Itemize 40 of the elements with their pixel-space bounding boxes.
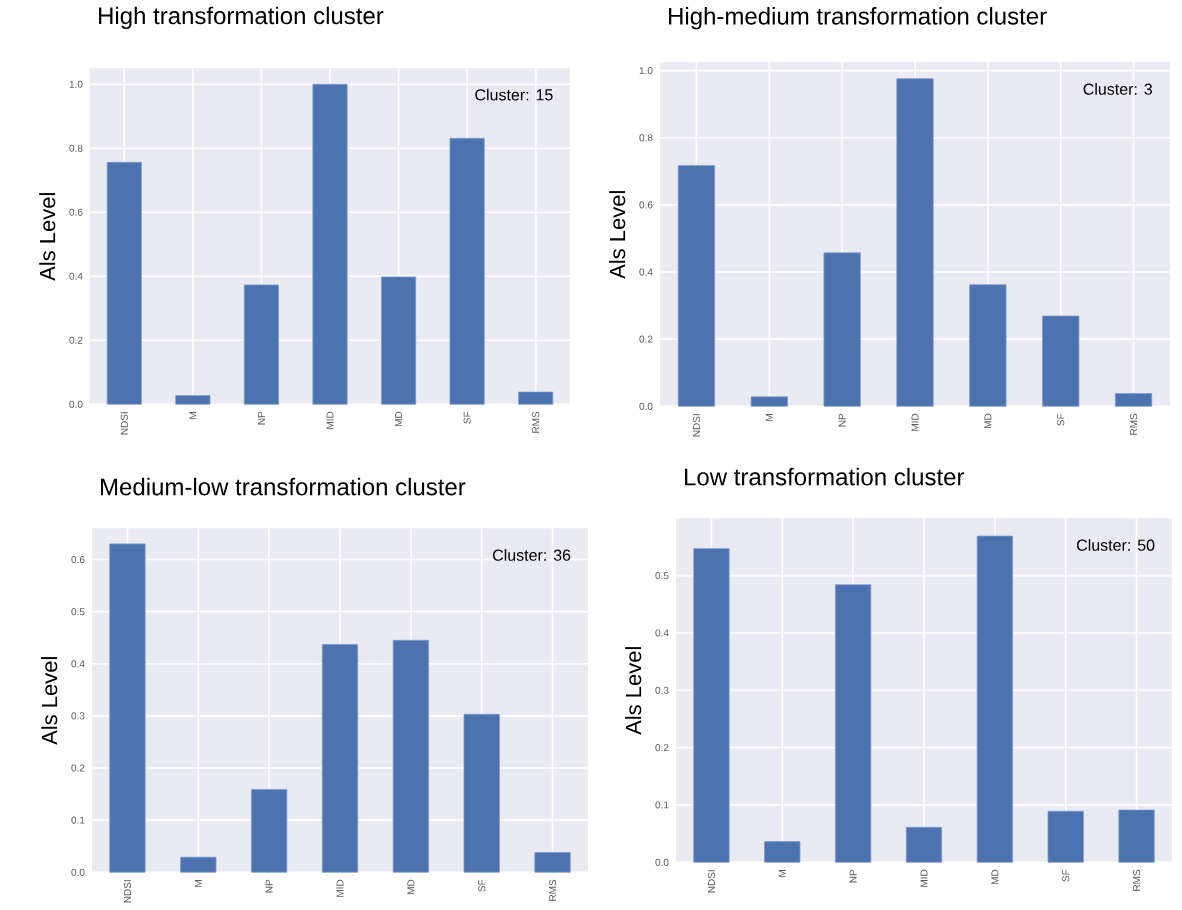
bar [106,161,142,405]
bar [1042,315,1080,407]
bar [381,276,417,405]
y-axis-title: Als Level [609,191,626,279]
annotation: Cluster: 36 [492,549,571,561]
y-axis-title: Als Level [39,193,56,281]
chart-title: Medium-low transformation cluster [101,477,466,496]
bar [534,852,571,873]
bar [896,78,934,407]
bar [976,535,1013,863]
bar [677,165,716,407]
bar [180,856,217,873]
bar [109,543,146,873]
chart-title: High transformation cluster [99,6,384,30]
bar [251,789,288,873]
bar [835,584,872,863]
bar [392,639,429,873]
y-axis-title: Als Level [41,657,58,745]
annotation: Cluster: 15 [475,88,553,101]
y-axis-title: Als Level [625,647,642,735]
bar [1118,809,1155,863]
bar [823,252,861,407]
bar [1114,393,1153,407]
bar [518,391,554,405]
bar [693,548,730,863]
bar [764,841,801,863]
bar [969,284,1007,407]
bar [905,826,943,863]
bar [463,713,500,873]
bar [175,395,211,405]
annotation: Cluster: 50 [1076,539,1155,551]
chart-title: High-medium transformation cluster [669,7,1047,30]
bar [312,83,348,405]
bar [321,644,359,873]
bar [243,284,279,405]
chart-title: Low transformation cluster [685,467,965,486]
annotation: Cluster: 3 [1083,83,1152,95]
bar [449,137,485,405]
bar [1047,810,1084,863]
bar [750,396,788,407]
